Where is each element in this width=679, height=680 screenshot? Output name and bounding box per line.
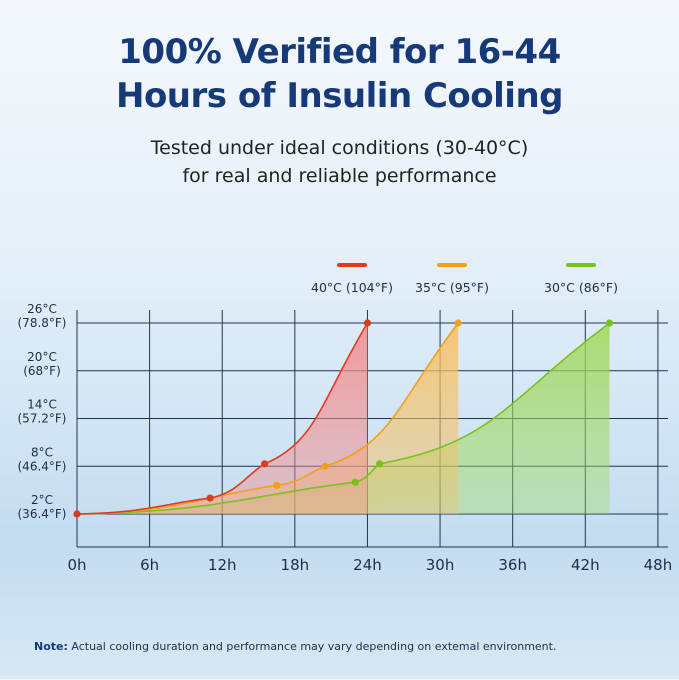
series-areas [77,323,610,514]
series-area-0 [77,323,368,514]
y-tick-fahrenheit-0: (36.4°F) [18,507,67,521]
y-tick-celsius-1: 8°C [31,445,53,459]
x-tick-2: 12h [208,556,237,574]
x-tick-1: 6h [140,556,159,574]
series-1-point-3 [454,319,462,327]
page-title: 100% Verified for 16-44 Hours of Insulin… [0,30,679,118]
x-tick-7: 42h [571,556,600,574]
x-tick-labels: 0h 6h 12h 18h 24h 30h 36h 42h 48h [67,556,672,574]
y-tick-celsius-0: 2°C [31,493,53,507]
x-tick-5: 30h [426,556,455,574]
series-1-point-1 [273,481,281,489]
legend-label-2: 30°C (86°F) [544,280,618,295]
series-line-0 [76,322,369,515]
series-0-point-3 [363,319,372,327]
y-tick-celsius-3: 20°C [27,350,57,364]
series-area-2 [77,323,610,514]
subtitle-line-2: for real and reliable performance [182,165,497,187]
series-2-point-3 [605,319,614,327]
series-0-point-2 [260,460,269,468]
y-tick-fahrenheit-1: (46.4°F) [18,459,67,473]
series-0-point-1 [206,494,214,502]
series-2-point-2 [375,460,384,468]
x-tick-8: 48h [644,556,673,574]
page-subtitle: Tested under ideal conditions (30-40°C) … [0,134,679,190]
y-tick-celsius-4: 26°C [27,302,57,316]
y-tick-fahrenheit-3: (68°F) [23,364,61,378]
title-line-1: 100% Verified for 16-44 [118,32,561,72]
y-tick-fahrenheit-4: (78.8°F) [18,316,67,330]
footnote-label: Note: [34,640,68,653]
x-tick-6: 36h [498,556,527,574]
series-1-point-2 [321,462,329,470]
y-tick-fahrenheit-2: (57.2°F) [18,412,67,426]
legend-label-1: 35°C (95°F) [415,280,489,295]
y-tick-celsius-2: 14°C [27,398,57,412]
footnote-text: Actual cooling duration and performance … [71,640,557,653]
x-tick-4: 24h [353,556,382,574]
footnote: Note: Actual cooling duration and perfor… [34,640,654,653]
legend: 40°C (104°F) 35°C (95°F) 30°C (86°F) [311,263,618,295]
series-points [73,319,614,518]
title-line-2: Hours of Insulin Cooling [115,76,564,116]
subtitle-line-1: Tested under ideal conditions (30-40°C) [150,137,529,159]
x-tick-0: 0h [67,556,86,574]
y-tick-labels: 2°C(36.4°F) 8°C(46.4°F) 14°C(57.2°F) 20°C(6… [18,302,67,521]
series-lines [76,322,610,515]
series-line-1 [76,322,459,515]
legend-label-0: 40°C (104°F) [311,280,393,295]
x-tick-3: 18h [281,556,310,574]
series-line-2 [76,322,610,515]
start-point [73,510,81,518]
series-2-point-1 [351,478,359,486]
